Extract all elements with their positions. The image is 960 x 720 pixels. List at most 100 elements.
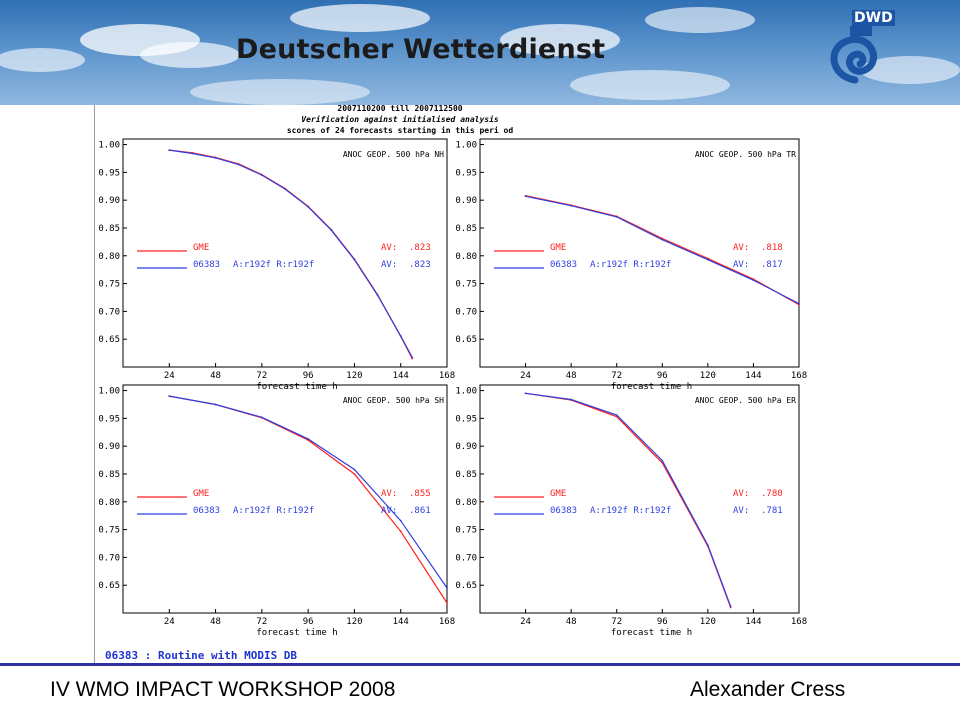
legend-av-value: .818 xyxy=(761,243,783,253)
y-tick-label: 0.95 xyxy=(455,414,477,424)
legend-label: GME xyxy=(193,243,209,253)
x-tick-label: 168 xyxy=(439,617,455,627)
y-tick-label: 0.85 xyxy=(455,470,477,480)
x-tick-label: 72 xyxy=(256,617,267,627)
x-tick-label: 48 xyxy=(210,617,221,627)
banner: Deutscher Wetterdienst DWD xyxy=(0,0,960,105)
dwd-spiral-icon xyxy=(830,26,878,84)
logo-text: DWD xyxy=(852,10,895,26)
x-tick-label: 72 xyxy=(611,371,622,381)
panel-title: ANOC GEOP. 500 hPa SH xyxy=(343,396,444,405)
x-tick-label: 48 xyxy=(210,371,221,381)
y-tick-label: 0.80 xyxy=(455,498,477,508)
header-line3: scores of 24 forecasts starting in this … xyxy=(287,125,514,135)
panel-title: ANOC GEOP. 500 hPa TR xyxy=(695,150,796,159)
data-point xyxy=(168,149,171,152)
y-tick-label: 0.65 xyxy=(98,335,120,345)
legend-av-label: AV: xyxy=(733,260,749,270)
data-point xyxy=(353,258,356,261)
y-tick-label: 0.95 xyxy=(455,168,477,178)
y-tick-label: 0.80 xyxy=(98,252,120,262)
series-line-exp xyxy=(169,149,413,358)
x-tick-label: 96 xyxy=(657,371,668,381)
data-point xyxy=(752,279,755,282)
y-tick-label: 0.70 xyxy=(455,307,477,317)
x-tick-label: 72 xyxy=(611,617,622,627)
header-line2: Verification against initialised analysi… xyxy=(301,114,499,124)
x-tick-label: 144 xyxy=(745,617,761,627)
data-point xyxy=(376,294,379,297)
legend-av-value: .823 xyxy=(409,243,431,253)
data-point xyxy=(214,157,217,159)
series-line-exp xyxy=(525,195,800,305)
legend-av-value: .823 xyxy=(409,260,431,270)
plot-frame xyxy=(122,384,448,614)
footer-author: Alexander Cress xyxy=(690,678,846,701)
x-tick-label: 48 xyxy=(566,371,577,381)
legend-av-value: .855 xyxy=(409,489,431,499)
data-point xyxy=(661,459,664,462)
y-tick-label: 0.65 xyxy=(455,581,477,591)
x-axis-label: forecast time h xyxy=(256,382,337,392)
data-point xyxy=(191,152,194,155)
data-point xyxy=(260,174,263,177)
data-point xyxy=(524,195,527,198)
series-line-gme xyxy=(525,195,800,306)
y-tick-label: 0.65 xyxy=(455,335,477,345)
legend-label: 06383 xyxy=(193,506,220,516)
y-tick-label: 0.75 xyxy=(98,280,120,290)
data-point xyxy=(399,530,402,533)
legend-av-label: AV: xyxy=(733,489,749,499)
legend-av-label: AV: xyxy=(733,243,749,253)
panel-title: ANOC GEOP. 500 hPa ER xyxy=(695,396,796,405)
x-axis-label: forecast time h xyxy=(256,628,337,638)
x-tick-label: 24 xyxy=(164,617,175,627)
x-tick-label: 144 xyxy=(393,617,409,627)
y-tick-label: 0.70 xyxy=(455,553,477,563)
data-point xyxy=(661,238,664,241)
x-tick-label: 96 xyxy=(303,371,314,381)
data-point xyxy=(237,163,240,166)
data-point xyxy=(615,414,618,416)
y-tick-label: 0.90 xyxy=(455,442,477,452)
legend-av-label: AV: xyxy=(381,243,397,253)
x-tick-label: 120 xyxy=(700,617,716,627)
data-point xyxy=(570,204,573,207)
y-tick-label: 1.00 xyxy=(98,141,120,151)
legend-av-value: .817 xyxy=(761,260,783,270)
data-point xyxy=(307,438,310,440)
legend-av-label: AV: xyxy=(381,489,397,499)
y-tick-label: 0.70 xyxy=(98,307,120,317)
data-point xyxy=(729,605,732,608)
x-tick-label: 168 xyxy=(439,371,455,381)
header-period: 2007110200 till 2007112500 xyxy=(337,105,462,113)
legend-label: GME xyxy=(550,243,566,253)
sky-clouds-image xyxy=(0,4,960,105)
data-point xyxy=(798,302,800,305)
x-tick-label: 144 xyxy=(745,371,761,381)
x-tick-label: 48 xyxy=(566,617,577,627)
y-tick-label: 1.00 xyxy=(455,141,477,151)
legend-run: A:r192f R:r192f xyxy=(233,506,314,516)
data-point xyxy=(570,398,573,401)
data-point xyxy=(330,229,333,232)
y-tick-label: 0.75 xyxy=(98,526,120,536)
x-tick-label: 120 xyxy=(346,617,362,627)
y-tick-label: 0.80 xyxy=(98,498,120,508)
y-tick-label: 1.00 xyxy=(455,387,477,397)
y-tick-label: 1.00 xyxy=(98,387,120,397)
data-point xyxy=(411,356,414,359)
legend-av-label: AV: xyxy=(733,506,749,516)
y-tick-label: 0.80 xyxy=(455,252,477,262)
x-axis-label: forecast time h xyxy=(611,628,692,638)
data-point xyxy=(524,392,527,395)
y-tick-label: 0.65 xyxy=(98,581,120,591)
y-tick-label: 0.95 xyxy=(98,168,120,178)
x-tick-label: 120 xyxy=(346,371,362,381)
y-tick-label: 0.85 xyxy=(98,224,120,234)
series-line-gme xyxy=(525,392,732,608)
legend-av-value: .781 xyxy=(761,506,783,516)
plot-frame xyxy=(479,138,800,368)
x-tick-label: 96 xyxy=(657,617,668,627)
x-tick-label: 168 xyxy=(791,617,807,627)
